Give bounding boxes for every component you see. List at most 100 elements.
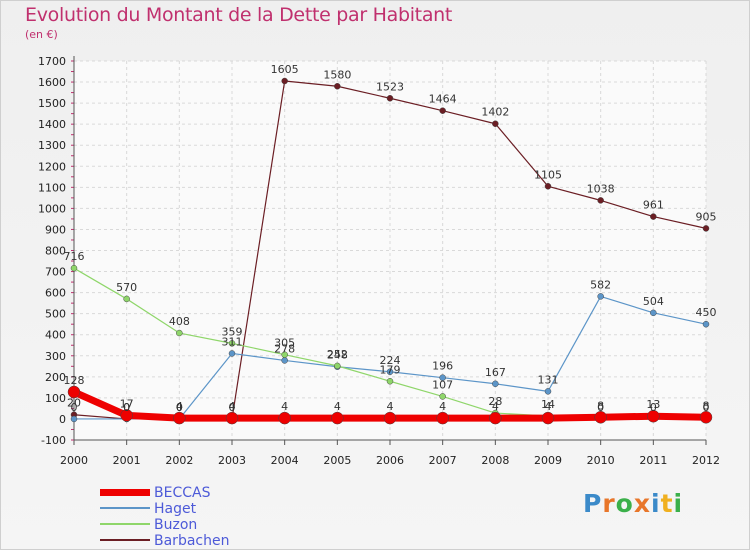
data-point-beccas bbox=[383, 411, 397, 425]
data-label-barbachen: 1605 bbox=[271, 63, 299, 76]
y-tick-label: 800 bbox=[45, 245, 66, 258]
y-tick-label: 1200 bbox=[38, 160, 66, 173]
data-label-buzon: 28 bbox=[488, 395, 502, 408]
data-label-beccas: 17 bbox=[120, 397, 134, 410]
chart-title: Evolution du Montant de la Dette par Hab… bbox=[25, 4, 453, 26]
data-label-haget: 504 bbox=[643, 295, 664, 308]
legend-label: Barbachen bbox=[154, 533, 230, 549]
x-tick-label: 2008 bbox=[481, 454, 509, 467]
legend-swatch bbox=[100, 523, 150, 525]
series-group bbox=[67, 77, 713, 425]
plot-area bbox=[74, 61, 706, 440]
y-tick-label: 700 bbox=[45, 266, 66, 279]
data-label-beccas: 8 bbox=[703, 399, 710, 412]
data-point-beccas bbox=[67, 385, 81, 399]
data-label-barbachen: 1038 bbox=[587, 182, 615, 195]
data-label-buzon: 570 bbox=[116, 281, 137, 294]
data-label-haget: 131 bbox=[538, 373, 559, 386]
y-tick-label: 1100 bbox=[38, 181, 66, 194]
data-point-beccas bbox=[331, 411, 344, 425]
data-label-beccas: 128 bbox=[64, 374, 85, 387]
logo-letter: r bbox=[602, 489, 616, 518]
proxiti-logo: Proxiti bbox=[583, 489, 683, 518]
y-tick-label: 0 bbox=[59, 413, 66, 426]
y-tick-label: 1600 bbox=[38, 76, 66, 89]
data-point-barbachen bbox=[334, 83, 341, 90]
data-point-barbachen bbox=[544, 183, 552, 190]
y-tick-label: -100 bbox=[41, 434, 66, 447]
axes bbox=[71, 56, 707, 445]
data-point-barbachen bbox=[439, 107, 446, 114]
y-tick-label: 400 bbox=[45, 329, 66, 342]
data-point-buzon bbox=[386, 378, 394, 385]
data-label-haget: 0 bbox=[176, 401, 183, 414]
y-tick-label: 200 bbox=[45, 371, 66, 384]
data-label-beccas: 4 bbox=[492, 400, 499, 413]
data-point-beccas bbox=[699, 411, 713, 424]
data-label-beccas: 4 bbox=[387, 400, 394, 413]
data-point-beccas bbox=[278, 411, 291, 425]
data-label-buzon: 305 bbox=[274, 337, 295, 350]
y-tick-label: 1300 bbox=[38, 139, 66, 152]
legend-swatch bbox=[100, 539, 150, 541]
data-point-barbachen bbox=[597, 197, 604, 204]
data-point-haget bbox=[544, 388, 552, 395]
x-tick-label: 2005 bbox=[323, 454, 351, 467]
x-tick-label: 2000 bbox=[60, 454, 88, 467]
data-label-buzon: 716 bbox=[64, 250, 85, 263]
y-tick-label: 500 bbox=[45, 308, 66, 321]
data-point-haget bbox=[439, 374, 446, 381]
data-point-buzon bbox=[176, 329, 183, 337]
x-tick-label: 2004 bbox=[271, 454, 299, 467]
y-tick-label: 900 bbox=[45, 223, 66, 236]
data-label-barbachen: 905 bbox=[696, 210, 717, 223]
data-point-haget bbox=[70, 415, 78, 423]
data-label-beccas: 13 bbox=[646, 398, 660, 411]
data-label-beccas: 4 bbox=[545, 400, 552, 413]
logo-letter: i bbox=[651, 489, 661, 518]
data-label-haget: 196 bbox=[432, 360, 453, 373]
data-label-barbachen: 20 bbox=[67, 397, 81, 410]
data-point-buzon bbox=[439, 393, 446, 400]
data-point-barbachen bbox=[281, 77, 288, 85]
logo-letter: i bbox=[673, 489, 684, 518]
data-point-buzon bbox=[70, 264, 78, 272]
logo-letter: o bbox=[615, 489, 634, 518]
data-point-beccas bbox=[120, 409, 133, 422]
data-point-haget bbox=[702, 320, 710, 328]
data-label-buzon: 0 bbox=[650, 401, 657, 414]
data-label-haget: 0 bbox=[123, 401, 130, 414]
data-point-barbachen bbox=[492, 120, 499, 127]
y-tick-label: 1500 bbox=[38, 97, 66, 110]
data-point-beccas bbox=[541, 411, 555, 425]
data-label-barbachen: 1105 bbox=[534, 168, 562, 181]
data-point-barbachen bbox=[702, 225, 710, 232]
data-point-beccas bbox=[173, 411, 186, 425]
data-label-beccas: 8 bbox=[597, 399, 604, 412]
data-label-buzon: 252 bbox=[327, 348, 348, 361]
data-label-buzon: 107 bbox=[432, 378, 453, 391]
data-point-barbachen bbox=[650, 213, 657, 220]
data-point-haget bbox=[386, 368, 394, 376]
data-label-haget: 224 bbox=[380, 354, 401, 367]
gridlines bbox=[73, 60, 707, 441]
data-point-buzon bbox=[334, 362, 341, 370]
chart-subtitle: (en €) bbox=[25, 28, 58, 41]
data-label-buzon: 408 bbox=[169, 315, 190, 328]
y-tick-label: 1400 bbox=[38, 118, 66, 131]
data-label-haget: 0 bbox=[71, 401, 78, 414]
data-label-haget: 248 bbox=[327, 349, 348, 362]
data-point-haget bbox=[281, 357, 288, 364]
x-tick-label: 2002 bbox=[165, 454, 193, 467]
data-label-haget: 450 bbox=[696, 306, 717, 319]
x-tick-label: 2012 bbox=[692, 454, 720, 467]
data-label-haget: 311 bbox=[222, 335, 243, 348]
data-label-beccas: 4 bbox=[176, 400, 183, 413]
data-point-haget bbox=[492, 380, 499, 388]
data-point-beccas bbox=[594, 411, 607, 424]
data-label-beccas: 4 bbox=[229, 400, 236, 413]
data-point-haget bbox=[228, 350, 236, 357]
x-tick-label: 2006 bbox=[376, 454, 404, 467]
y-tick-label: 100 bbox=[45, 392, 66, 405]
